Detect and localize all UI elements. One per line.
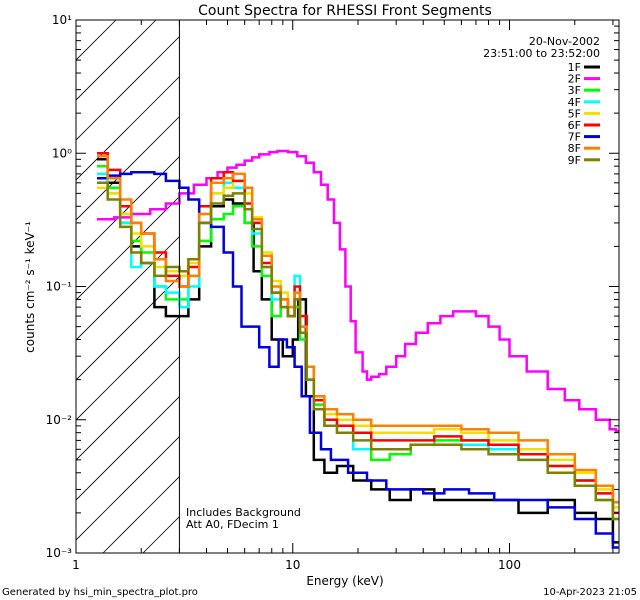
- time-range-label: 23:51:00 to 23:52:00: [483, 47, 600, 60]
- date-label: 20-Nov-2002: [529, 35, 600, 48]
- series-9f-line: [97, 181, 619, 521]
- background-note: Includes Background: [186, 506, 301, 519]
- y-tick-label: 10¹: [52, 13, 72, 27]
- hatch-line: [76, 20, 237, 181]
- legend-label-5f: 5F: [568, 107, 581, 120]
- legend-label-8f: 8F: [568, 142, 581, 155]
- x-tick-label: 100: [498, 558, 521, 572]
- series-7f-line: [97, 171, 619, 549]
- chart-title: Count Spectra for RHESSI Front Segments: [198, 3, 492, 19]
- y-tick-label: 10⁻¹: [46, 280, 73, 294]
- series-1f-line: [97, 158, 619, 544]
- attenuator-note: Att A0, FDecim 1: [186, 518, 279, 531]
- legend-label-3f: 3F: [568, 84, 581, 97]
- y-tick-label: 10⁰: [52, 146, 72, 160]
- series-layer: [97, 149, 619, 549]
- y-axis-label: counts cm⁻² s⁻¹ keV⁻¹: [23, 221, 37, 353]
- y-tick-label: 10⁻²: [46, 413, 73, 427]
- hatch-mask: [179, 20, 619, 553]
- hatched-region: [76, 20, 619, 553]
- legend-label-9f: 9F: [568, 154, 581, 167]
- legend-label-4f: 4F: [568, 96, 581, 109]
- hatch-line: [76, 20, 197, 141]
- legend-label-1f: 1F: [568, 61, 581, 74]
- series-2f-line: [97, 149, 619, 433]
- timestamp-footer: 10-Apr-2023 21:05: [543, 587, 637, 598]
- legend-label-2f: 2F: [568, 73, 581, 86]
- x-tick-label: 10: [285, 558, 300, 572]
- generator-footer: Generated by hsi_min_spectra_plot.pro: [2, 587, 198, 598]
- x-tick-label: 1: [72, 558, 80, 572]
- x-axis-label: Energy (keV): [306, 574, 383, 588]
- y-tick-label: 10⁻³: [46, 546, 73, 560]
- legend-label-6f: 6F: [568, 119, 581, 132]
- axis-ticks: 1 10 100 10⁻³ 10⁻² 10⁻¹ 10⁰ 10¹: [46, 13, 619, 572]
- legend-label-7f: 7F: [568, 131, 581, 144]
